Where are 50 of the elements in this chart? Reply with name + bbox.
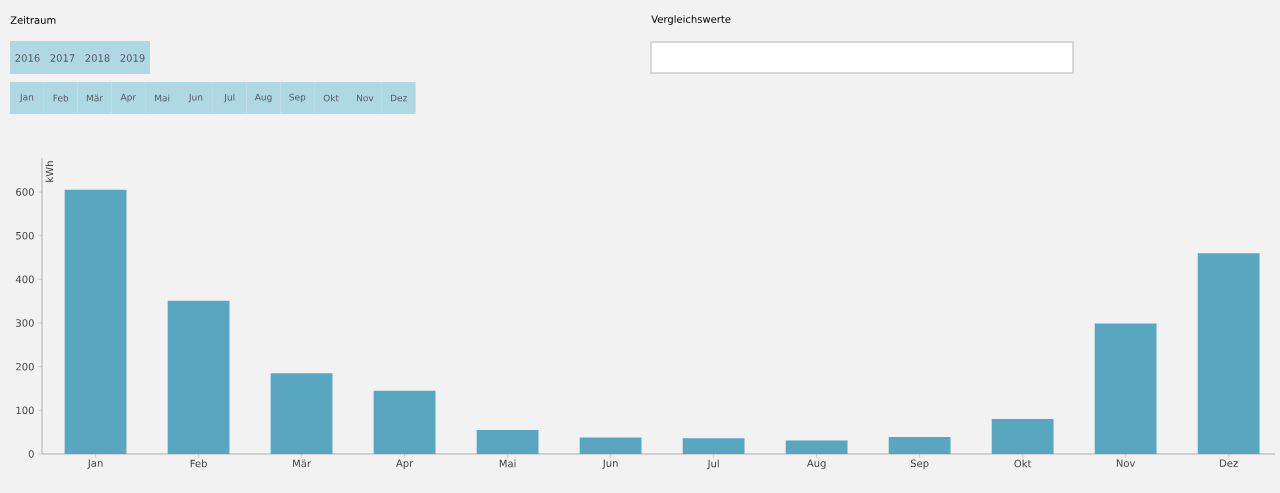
bar xyxy=(167,300,230,454)
y-tick-label: 600 xyxy=(16,188,34,196)
text: 2016 xyxy=(15,54,40,62)
y-tick-label: 300 xyxy=(16,319,34,327)
x-tick-label: Okt xyxy=(1014,459,1032,468)
bar xyxy=(476,429,539,454)
bar xyxy=(579,437,642,454)
x-tick-label: Jul xyxy=(707,459,719,470)
bar xyxy=(64,189,127,454)
text: Jul xyxy=(223,93,235,103)
y-axis-title: kWh xyxy=(45,161,54,182)
y-tick-label: 500 xyxy=(16,231,34,240)
text: Sep xyxy=(289,93,306,103)
text: 2019 xyxy=(120,54,145,62)
x-tick-label: Mär xyxy=(293,459,312,468)
bar xyxy=(1197,253,1260,454)
text: Zeitraum xyxy=(10,16,56,24)
x-tick-label: Jan xyxy=(87,459,103,469)
text: Aug xyxy=(254,93,272,103)
text: Nov xyxy=(357,94,374,102)
text: Mai xyxy=(155,94,170,102)
text: 2017 xyxy=(50,54,75,62)
x-tick-label: Apr xyxy=(396,459,414,469)
bar xyxy=(785,440,848,454)
y-tick-label: 100 xyxy=(16,406,34,415)
text: 2018 xyxy=(85,54,110,62)
y-tick-label: 0 xyxy=(28,450,34,458)
bar xyxy=(991,419,1054,454)
text: Vergleichswerte xyxy=(651,15,731,25)
text: Okt xyxy=(323,94,339,102)
text: Apr xyxy=(120,93,137,103)
bar xyxy=(270,373,333,454)
x-tick-label: Aug xyxy=(806,459,826,469)
x-tick-label: Feb xyxy=(190,459,207,468)
text: Feb xyxy=(53,94,69,102)
x-tick-label: Dez xyxy=(1220,459,1238,467)
x-tick-label: Nov xyxy=(1116,459,1136,467)
x-tick-label: Mai xyxy=(499,459,516,468)
text: Jan xyxy=(19,93,34,103)
text: Jun xyxy=(188,93,203,103)
x-tick-label: Sep xyxy=(910,459,929,470)
bar xyxy=(682,438,745,454)
bar xyxy=(373,390,436,454)
bar xyxy=(888,436,951,454)
text: Dez xyxy=(390,94,407,102)
y-tick-label: 400 xyxy=(15,275,34,284)
y-tick-label: 200 xyxy=(16,362,34,371)
bar xyxy=(1094,323,1157,454)
x-tick-label: Jun xyxy=(602,459,618,469)
text: Mär xyxy=(86,94,103,102)
